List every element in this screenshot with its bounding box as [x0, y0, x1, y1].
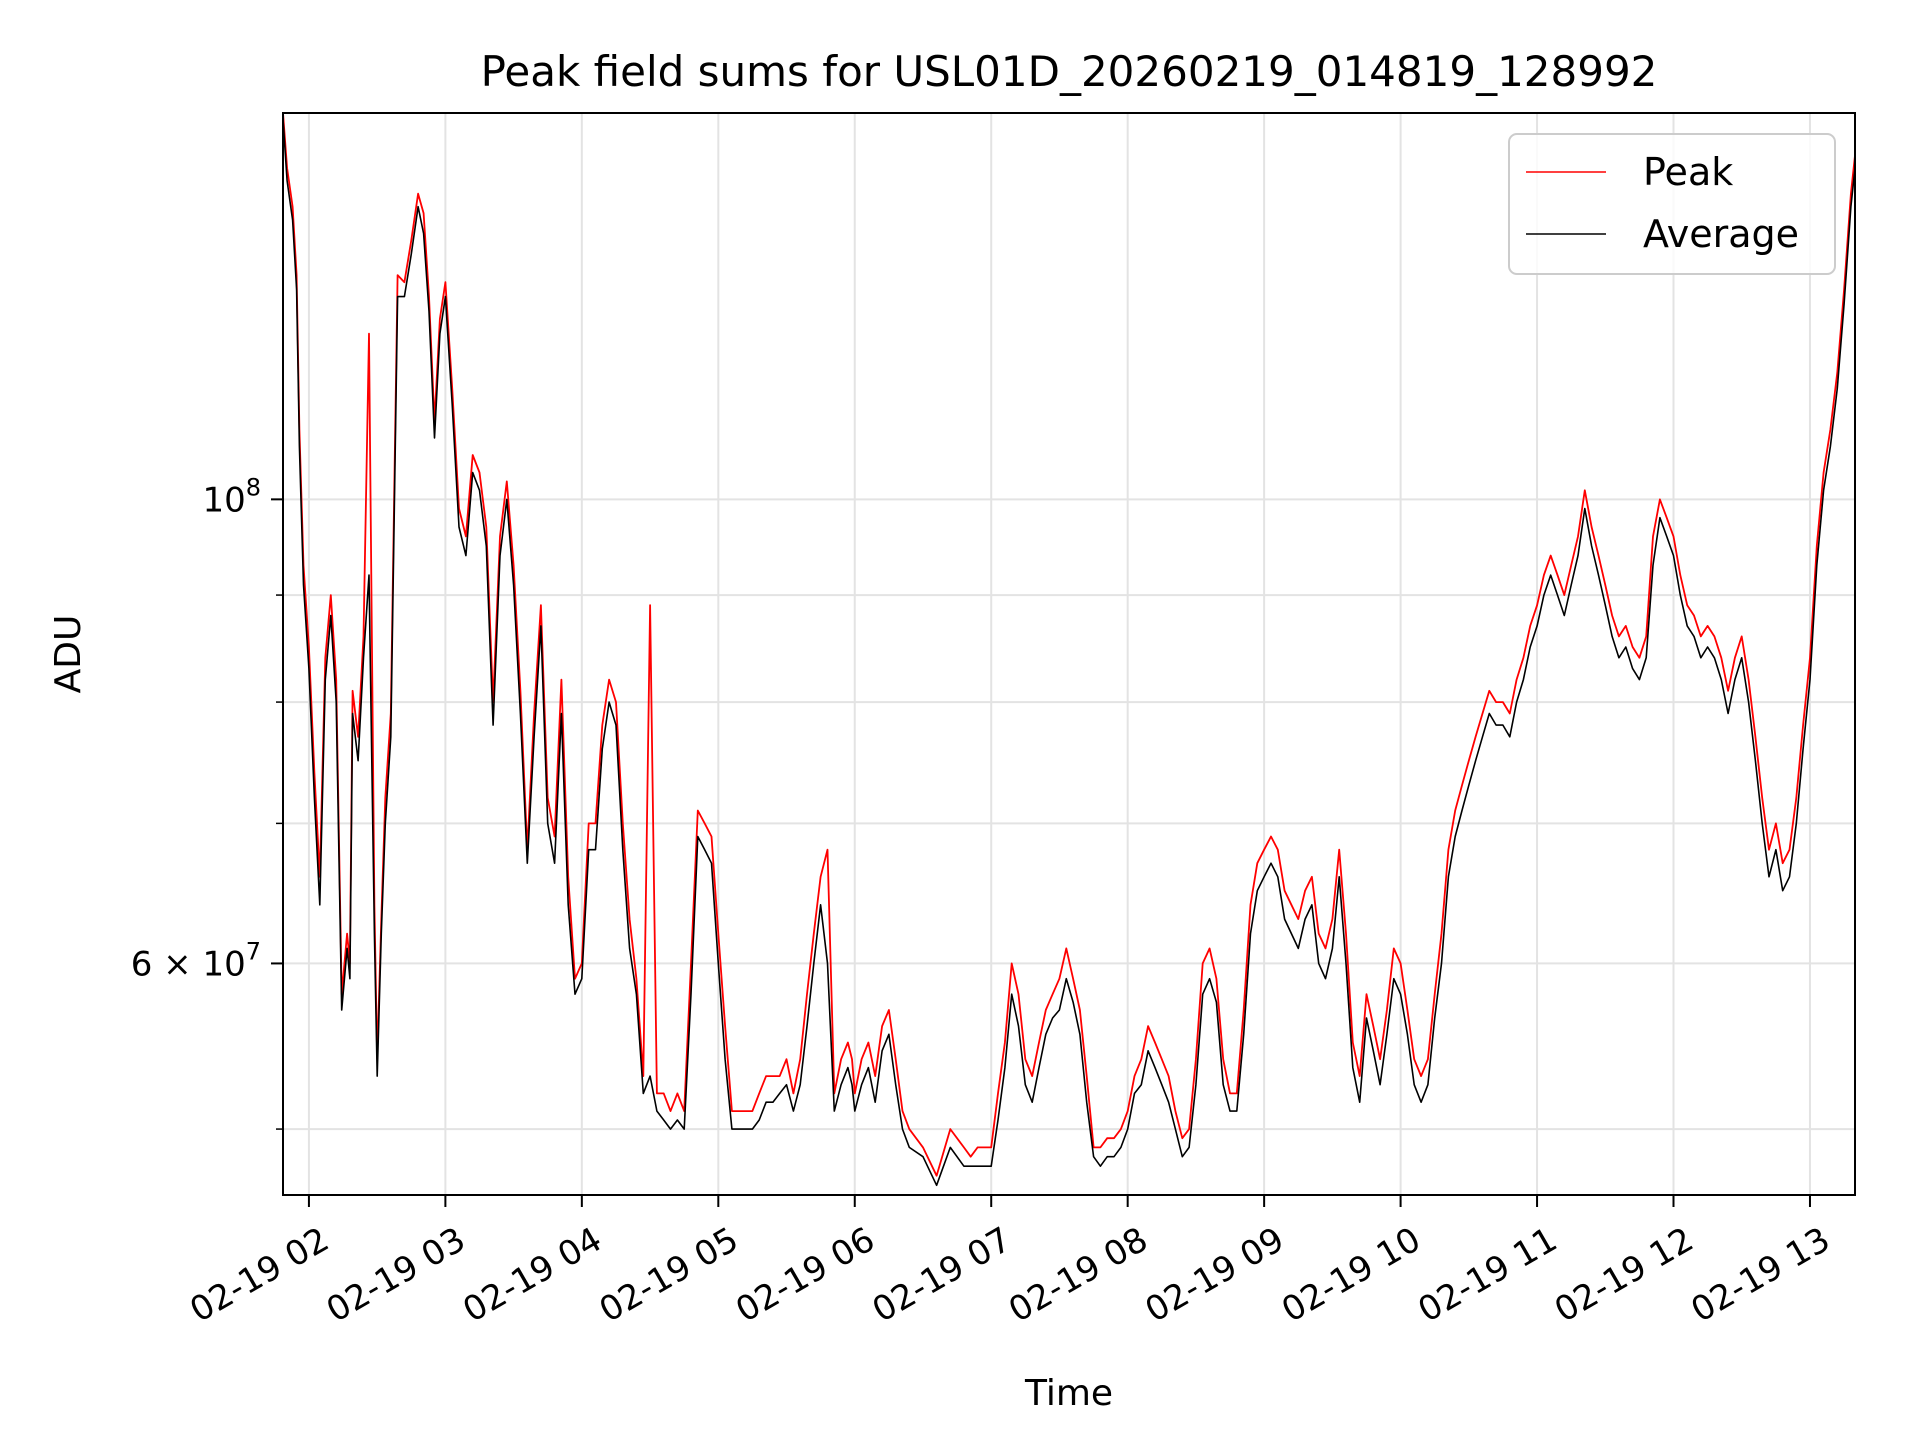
y-tick-label-exponent: 8 [246, 473, 261, 501]
y-axis-label: ADU [48, 615, 89, 694]
x-axis-label: Time [1024, 1373, 1113, 1414]
chart-title: Peak field sums for USL01D_20260219_0148… [481, 47, 1658, 96]
y-tick-label: 6 × 107 [131, 937, 261, 984]
grid-lines [283, 113, 1855, 1195]
y-tick-label-base: 10 [202, 480, 245, 520]
series-line-average [283, 118, 1855, 1187]
y-axis-ticks: 108 6 × 107 [131, 473, 283, 1130]
legend-average-label: Average [1643, 212, 1799, 256]
plot-frame [282, 112, 1856, 1196]
y-tick-label-base: 6 × 10 [131, 944, 246, 984]
y-tick-label: 108 [202, 473, 261, 520]
legend: Peak Average [1508, 133, 1836, 275]
y-tick-label-exponent: 7 [246, 937, 261, 965]
series-layer [283, 113, 1855, 1187]
series-line-peak [283, 113, 1855, 1177]
legend-box [1508, 133, 1836, 275]
legend-peak-label: Peak [1643, 150, 1733, 194]
